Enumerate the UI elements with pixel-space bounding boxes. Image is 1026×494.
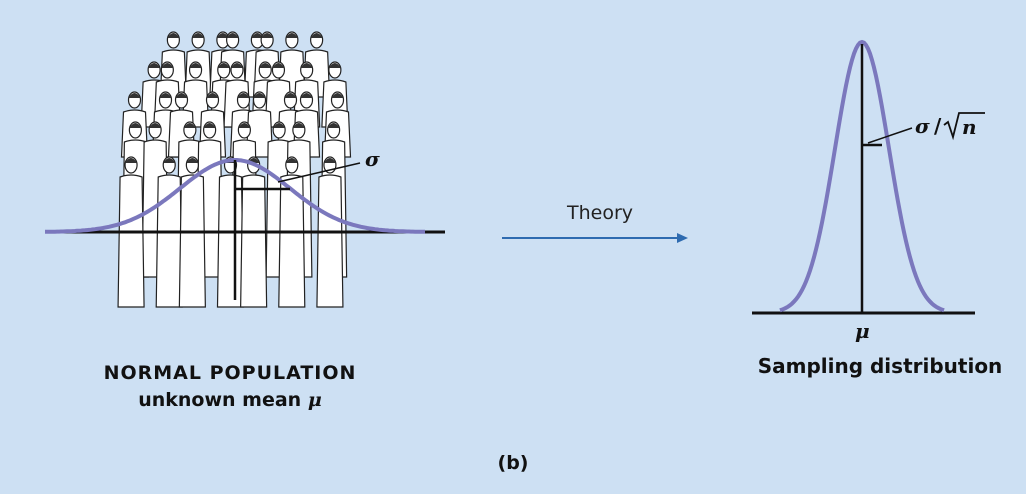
person-body [216,174,245,308]
population-title: NORMAL POPULATION [103,362,357,384]
person-body [278,174,306,308]
person-hair [310,33,323,38]
sampling-normal-curve [779,39,945,313]
person-hair [175,93,188,98]
person-hair [272,63,285,68]
person-hair [284,93,297,98]
person-hair [149,123,162,128]
person-hair [327,123,340,128]
sigma-leader-line [277,162,361,183]
person-hair [129,123,142,128]
person-hair [231,63,243,68]
person-hair [206,93,219,98]
person-hair [161,63,174,68]
person-hair [323,158,336,163]
panel-label: (b) [497,452,529,474]
person-hair [300,63,313,68]
person-hair [128,93,141,98]
person-hair [253,93,266,98]
sd-label-slash: / [934,114,942,138]
person-hair [226,33,239,38]
person-hair [251,33,264,38]
arrow-head-icon [677,233,688,243]
sigma-label: σ [365,147,380,171]
person-hair [285,158,298,163]
person-hair [292,123,305,128]
person-hair [159,93,172,98]
population-subtitle-text: unknown mean [138,389,302,411]
sd-label-n: n [962,115,977,139]
person-hair [167,33,180,38]
person-hair [328,63,341,68]
person-hair [189,63,202,68]
person-hair [300,93,313,98]
population-mean-symbol: μ [307,389,322,411]
person-hair [163,158,176,163]
sd-leader-line [867,127,913,144]
sd-label-sigma: σ [915,114,930,138]
theory-label: Theory [566,202,634,224]
person-hair [217,63,230,68]
population-subtitle: unknown mean μ [40,389,420,411]
crowd-illustration [117,31,352,308]
sqrt-icon [943,112,985,141]
mean-label: μ [855,319,870,343]
person-body [178,174,206,308]
person-hair [261,33,274,38]
person-body [117,174,145,308]
sampling-title: Sampling distribution [757,354,1003,378]
person-hair [238,123,251,128]
person-hair [125,158,138,163]
person-hair [273,123,286,128]
person-hair [237,93,250,98]
person-hair [331,93,344,98]
person-body [316,174,344,308]
person-body [240,174,268,308]
person-hair [259,63,272,68]
person-hair [148,63,161,68]
person-hair [183,123,196,128]
person-hair [216,33,229,38]
person-hair [285,33,298,38]
person-hair [192,33,205,38]
person-hair [186,158,199,163]
person-hair [203,123,216,128]
